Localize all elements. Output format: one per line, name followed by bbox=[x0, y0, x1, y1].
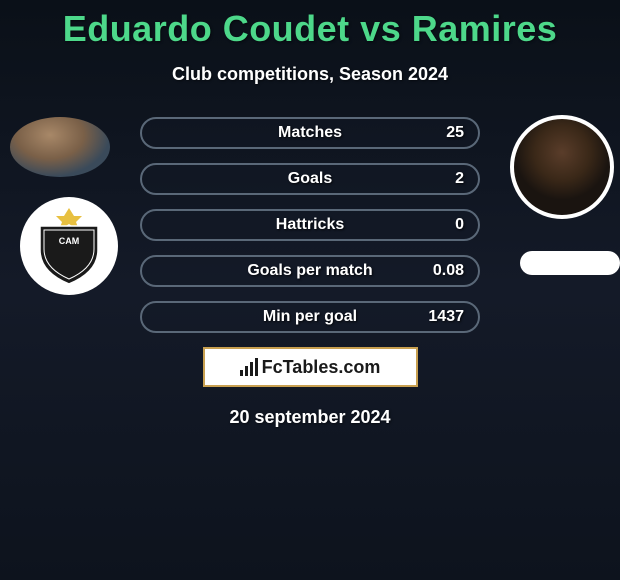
club-logo-right bbox=[520, 251, 620, 275]
stat-label: Matches bbox=[278, 124, 342, 142]
stat-value: 25 bbox=[446, 124, 464, 142]
stat-row-goals: Goals 2 bbox=[140, 163, 480, 195]
date-text: 20 september 2024 bbox=[0, 407, 620, 428]
stat-row-min-per-goal: Min per goal 1437 bbox=[140, 301, 480, 333]
stat-value: 0 bbox=[455, 216, 464, 234]
stat-label: Goals per match bbox=[247, 262, 372, 280]
stat-value: 0.08 bbox=[433, 262, 464, 280]
chart-bars-icon bbox=[240, 358, 258, 376]
stat-label: Goals bbox=[288, 170, 332, 188]
brand-text: FcTables.com bbox=[262, 357, 381, 378]
brand-box: FcTables.com bbox=[203, 347, 418, 387]
club-logo-left: CAM bbox=[20, 197, 118, 295]
stats-list: Matches 25 Goals 2 Hattricks 0 Goals per… bbox=[140, 117, 480, 333]
stat-label: Hattricks bbox=[276, 216, 344, 234]
stat-value: 1437 bbox=[428, 308, 464, 326]
comparison-subtitle: Club competitions, Season 2024 bbox=[0, 64, 620, 85]
stat-value: 2 bbox=[455, 170, 464, 188]
stat-row-matches: Matches 25 bbox=[140, 117, 480, 149]
comparison-title: Eduardo Coudet vs Ramires bbox=[0, 0, 620, 50]
stat-row-goals-per-match: Goals per match 0.08 bbox=[140, 255, 480, 287]
player-right-photo bbox=[510, 115, 614, 219]
player-left-photo bbox=[10, 117, 110, 177]
shield-icon: CAM bbox=[34, 206, 104, 286]
stat-row-hattricks: Hattricks 0 bbox=[140, 209, 480, 241]
stat-label: Min per goal bbox=[263, 308, 357, 326]
content-area: CAM Matches 25 Goals 2 Hattricks 0 Goals… bbox=[0, 117, 620, 428]
svg-text:CAM: CAM bbox=[59, 236, 80, 246]
